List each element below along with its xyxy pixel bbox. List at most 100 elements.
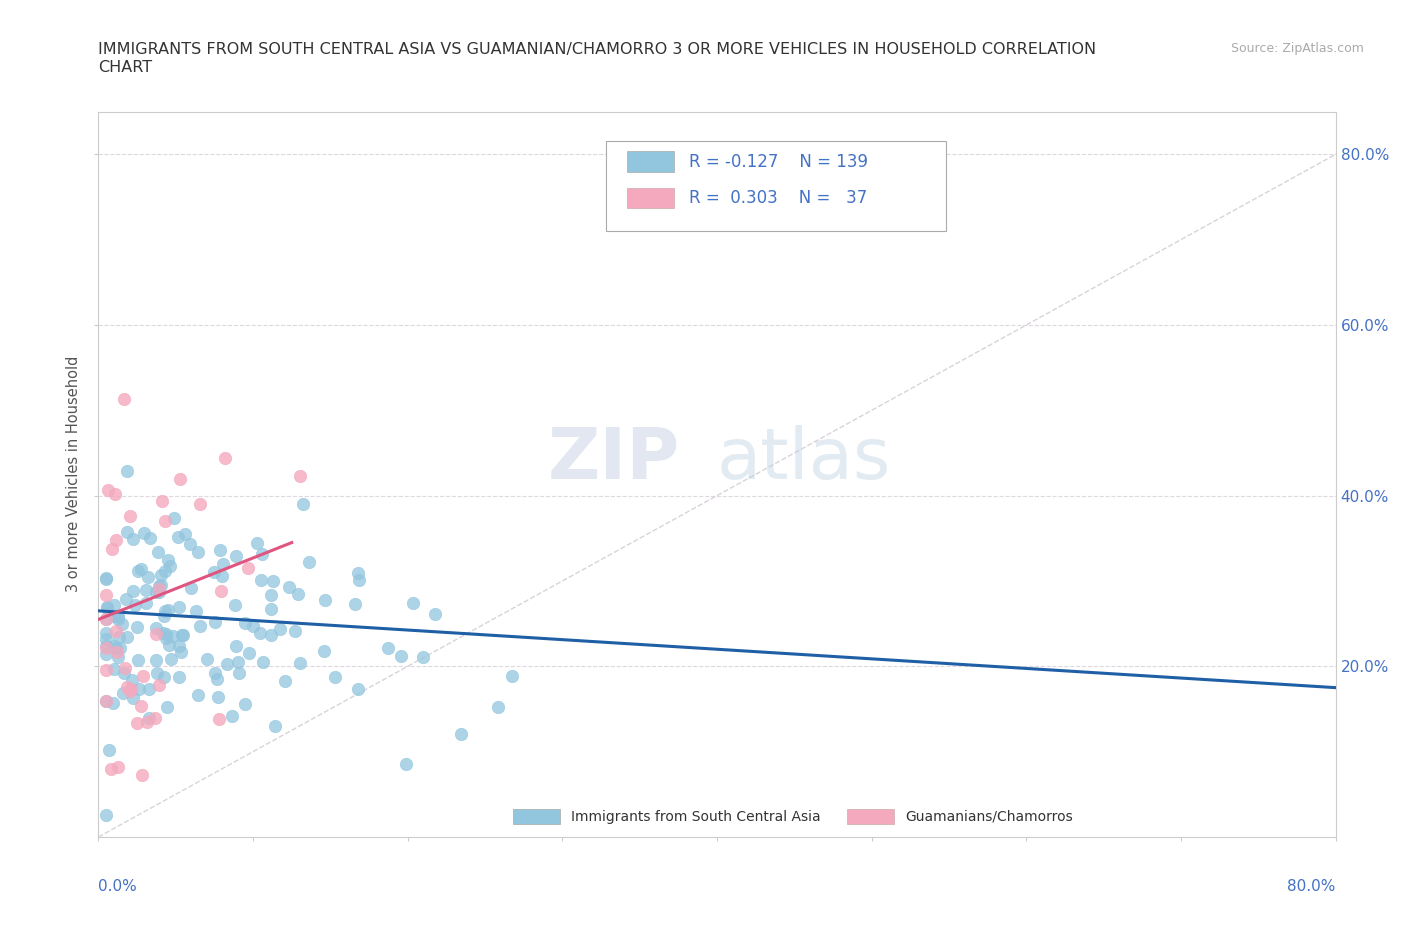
- Point: [486, 700, 509, 715]
- FancyBboxPatch shape: [606, 140, 946, 232]
- Point: [287, 587, 309, 602]
- FancyBboxPatch shape: [627, 188, 673, 208]
- Point: [278, 579, 301, 594]
- Point: [145, 626, 167, 641]
- Point: [115, 525, 138, 539]
- Point: [236, 560, 259, 575]
- Point: [170, 645, 193, 660]
- Text: atlas: atlas: [717, 425, 891, 494]
- Point: [132, 669, 155, 684]
- Text: Guamanians/Chamorros: Guamanians/Chamorros: [905, 810, 1073, 824]
- Point: [138, 711, 160, 725]
- Point: [129, 698, 152, 713]
- Point: [290, 468, 312, 483]
- Point: [96, 570, 118, 585]
- Point: [209, 583, 232, 598]
- Point: [131, 767, 153, 782]
- Point: [343, 597, 366, 612]
- Point: [143, 711, 166, 725]
- Point: [173, 527, 195, 542]
- Text: 0.0%: 0.0%: [98, 879, 138, 894]
- Point: [157, 637, 180, 652]
- Point: [501, 669, 523, 684]
- Point: [246, 536, 269, 551]
- Point: [124, 598, 146, 613]
- Point: [96, 632, 118, 647]
- Point: [129, 562, 152, 577]
- Point: [228, 666, 250, 681]
- Point: [187, 544, 209, 559]
- Point: [152, 626, 174, 641]
- Point: [155, 631, 177, 645]
- Point: [111, 617, 134, 631]
- Point: [274, 673, 297, 688]
- Y-axis label: 3 or more Vehicles in Household: 3 or more Vehicles in Household: [66, 356, 82, 592]
- Point: [117, 679, 139, 694]
- Point: [252, 547, 274, 562]
- Point: [122, 583, 145, 598]
- Point: [172, 627, 194, 642]
- Point: [96, 646, 118, 661]
- Point: [150, 494, 173, 509]
- Point: [117, 630, 139, 644]
- Point: [148, 578, 170, 593]
- Point: [377, 641, 399, 656]
- Point: [118, 509, 141, 524]
- Point: [115, 463, 138, 478]
- Point: [214, 450, 236, 465]
- Point: [149, 568, 172, 583]
- Point: [160, 652, 183, 667]
- Point: [121, 673, 143, 688]
- Point: [103, 696, 125, 711]
- Point: [347, 565, 370, 580]
- Point: [107, 608, 129, 623]
- Point: [104, 486, 127, 501]
- Point: [391, 649, 413, 664]
- Point: [136, 569, 159, 584]
- Point: [167, 600, 190, 615]
- Point: [96, 599, 118, 614]
- Point: [221, 709, 243, 724]
- Point: [127, 653, 149, 668]
- Point: [145, 620, 167, 635]
- Point: [159, 558, 181, 573]
- Point: [188, 497, 211, 512]
- Text: Source: ZipAtlas.com: Source: ZipAtlas.com: [1230, 42, 1364, 55]
- Point: [233, 616, 256, 631]
- Point: [135, 595, 157, 610]
- Point: [135, 715, 157, 730]
- Point: [347, 573, 370, 588]
- Point: [138, 682, 160, 697]
- Point: [298, 555, 321, 570]
- Point: [145, 585, 167, 600]
- Point: [96, 641, 118, 656]
- Point: [204, 614, 226, 629]
- Point: [146, 544, 169, 559]
- Point: [167, 639, 190, 654]
- Point: [97, 742, 120, 757]
- Point: [167, 670, 190, 684]
- Point: [103, 639, 125, 654]
- Point: [107, 630, 129, 644]
- Point: [204, 665, 226, 680]
- Point: [347, 681, 370, 696]
- Point: [202, 565, 225, 579]
- Point: [250, 573, 273, 588]
- Point: [103, 661, 125, 676]
- Point: [179, 536, 201, 551]
- Point: [153, 564, 176, 578]
- Point: [284, 624, 307, 639]
- Point: [100, 762, 122, 777]
- Point: [211, 568, 233, 583]
- Point: [226, 655, 249, 670]
- Point: [146, 665, 169, 680]
- Point: [314, 593, 336, 608]
- Point: [260, 587, 283, 602]
- Point: [107, 650, 129, 665]
- Point: [105, 624, 128, 639]
- Point: [152, 608, 174, 623]
- FancyBboxPatch shape: [846, 809, 894, 824]
- Point: [249, 626, 271, 641]
- Point: [112, 685, 135, 700]
- Point: [162, 629, 184, 644]
